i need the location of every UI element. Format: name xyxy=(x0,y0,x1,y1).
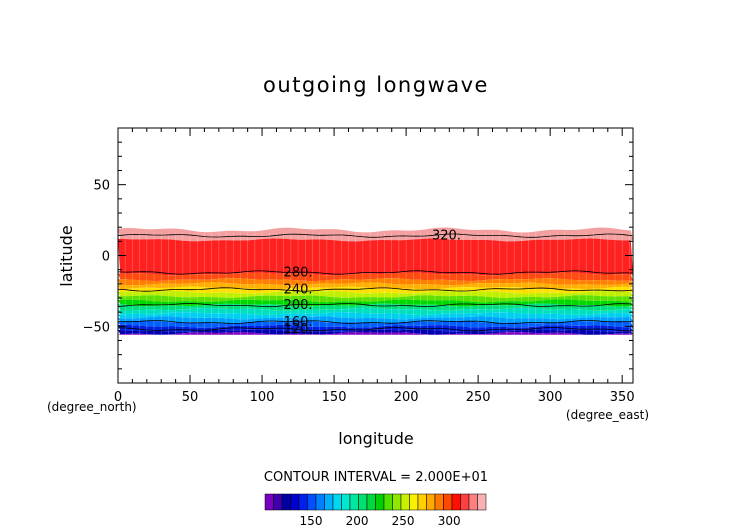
x-unit-label: (degree_east) xyxy=(566,408,649,422)
x-tick-label: 100 xyxy=(250,390,275,405)
band-14 xyxy=(118,324,633,332)
colorbar-swatch xyxy=(477,493,487,511)
colorbar-swatch xyxy=(375,493,385,511)
contour-line xyxy=(117,302,633,308)
colorbar-swatch xyxy=(358,493,368,511)
band-12 xyxy=(118,316,633,324)
colorbar-swatch xyxy=(281,493,291,511)
contour-line xyxy=(117,233,633,238)
band-8 xyxy=(118,299,633,307)
plot-area: 320. 280. 240.200. 160.120. xyxy=(117,227,633,337)
colorbar-swatch xyxy=(392,493,402,511)
colorbar-tick-label: 250 xyxy=(392,514,415,528)
x-tick-label: 250 xyxy=(466,390,491,405)
colorbar-swatch xyxy=(468,493,478,511)
colorbar-swatch xyxy=(273,493,283,511)
colorbar-swatch xyxy=(332,493,342,511)
colorbar-swatch xyxy=(315,493,325,511)
contour-label: 280. xyxy=(284,266,313,281)
colorbar-swatch xyxy=(443,493,453,511)
y-axis-label: latitude xyxy=(57,225,76,286)
contour-line xyxy=(117,270,633,275)
colorbar-swatch xyxy=(307,493,317,511)
contour-interval-text: CONTOUR INTERVAL = 2.000E+01 xyxy=(264,470,488,485)
band-16 xyxy=(118,332,633,335)
y-unit-label: (degree_north) xyxy=(47,400,137,414)
x-tick-label: 300 xyxy=(538,390,563,405)
colorbar-swatch xyxy=(324,493,334,511)
x-tick-label: 350 xyxy=(610,390,635,405)
colorbar-swatch xyxy=(409,493,419,511)
x-tick-label: 200 xyxy=(394,390,419,405)
contour-label: 320. xyxy=(432,229,461,244)
contour-line xyxy=(117,287,633,292)
colorbar-swatch xyxy=(451,493,461,511)
x-tick-label: 50 xyxy=(182,390,199,405)
band-15 xyxy=(118,329,633,335)
contour-line xyxy=(117,320,633,325)
x-axis-label: longitude xyxy=(338,429,413,448)
contour-label: 240. xyxy=(284,283,313,298)
band-7 xyxy=(118,295,633,303)
band-1 xyxy=(118,238,633,276)
band-6 xyxy=(118,291,633,298)
colorbar-swatch xyxy=(341,493,351,511)
colorbar-tick-label: 150 xyxy=(300,514,323,528)
colorbar-swatch xyxy=(264,493,274,511)
contour-label: 200. xyxy=(284,298,313,313)
colorbar-swatch xyxy=(460,493,470,511)
chart-title: outgoing longwave xyxy=(263,73,489,97)
contour-label: 160. xyxy=(284,315,313,330)
y-tick-label: 0 xyxy=(102,250,110,265)
colorbar-swatch xyxy=(434,493,444,511)
colorbar-swatch xyxy=(349,493,359,511)
colorbar-swatch xyxy=(417,493,427,511)
band-10 xyxy=(118,307,633,315)
band-4 xyxy=(118,282,633,290)
colorbar-tick-label: 200 xyxy=(346,514,369,528)
band-3 xyxy=(118,278,633,286)
colorbar-swatch xyxy=(366,493,376,511)
colorbar-swatch xyxy=(400,493,410,511)
x-tick-label: 0 xyxy=(114,390,122,405)
band-5 xyxy=(118,286,633,294)
band-11 xyxy=(118,312,633,320)
x-tick-label: 150 xyxy=(322,390,347,405)
colorbar-tick-label: 300 xyxy=(438,514,461,528)
y-tick-label: −50 xyxy=(83,320,110,335)
band-0 xyxy=(118,227,633,242)
colorbar: 150 200 250 300 xyxy=(264,493,487,528)
contour-line xyxy=(118,327,633,332)
axes: 0 50 100 150 200 250 300 350 −50 0 50 xyxy=(83,127,635,405)
colorbar-swatch xyxy=(426,493,436,511)
y-tick-label: 50 xyxy=(93,179,110,194)
colorbar-swatch xyxy=(298,493,308,511)
colorbar-swatch xyxy=(290,493,300,511)
colorbar-swatch xyxy=(383,493,393,511)
contour-label: 120. xyxy=(284,322,313,337)
band-2 xyxy=(118,272,633,282)
